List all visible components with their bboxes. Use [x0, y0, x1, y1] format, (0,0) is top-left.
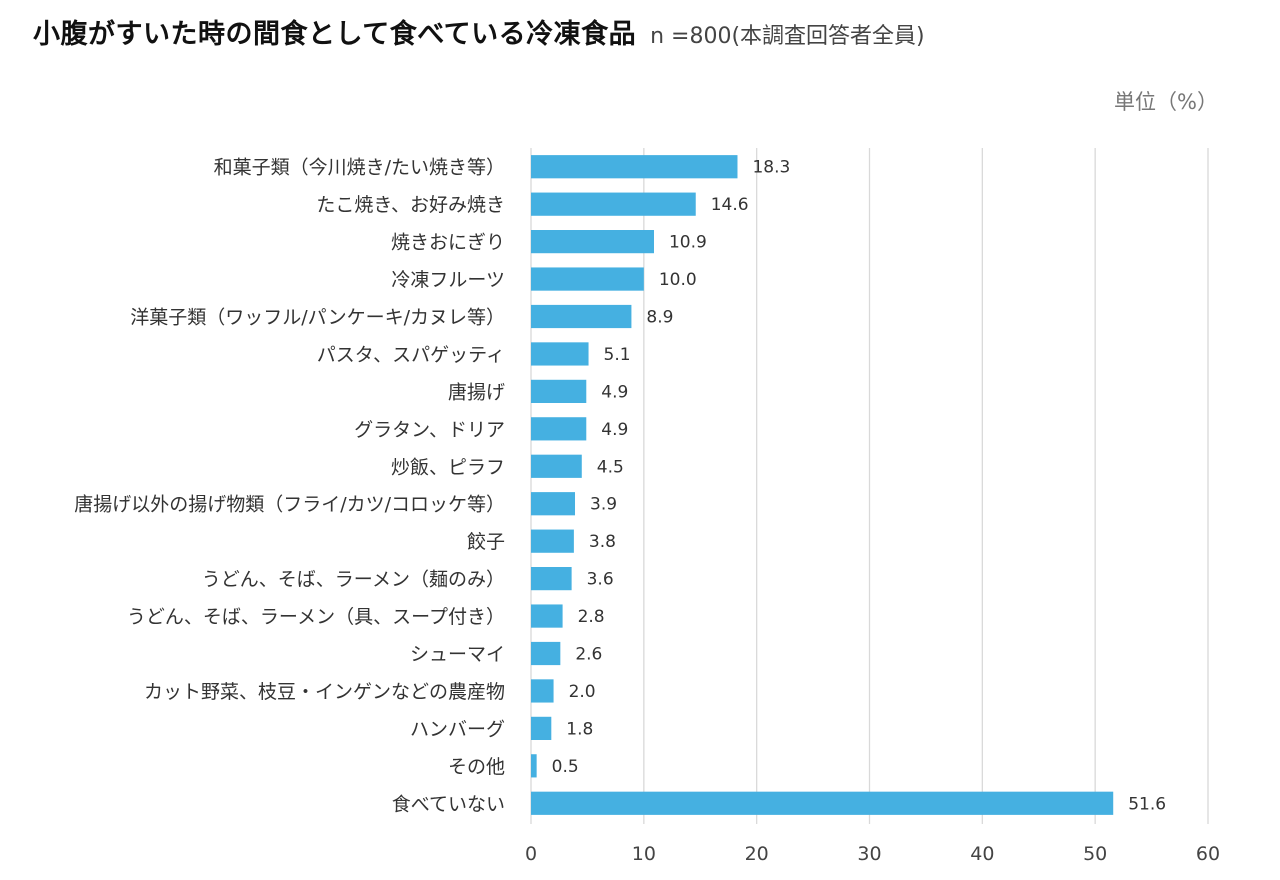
category-label: 餃子 [467, 531, 505, 553]
category-label: 焼きおにぎり [391, 232, 505, 254]
data-label: 2.0 [569, 682, 596, 702]
data-label: 10.0 [659, 270, 697, 290]
grid-lines [530, 148, 1209, 824]
bar [531, 454, 582, 478]
data-label: 3.9 [590, 495, 617, 515]
category-label: パスタ、スパゲッティ [317, 344, 505, 366]
data-label: 4.9 [601, 382, 628, 402]
data-label: 18.3 [752, 158, 790, 178]
category-label: たこ焼き、お好み焼き [316, 194, 505, 216]
data-label: 2.8 [578, 607, 605, 627]
bar [531, 529, 574, 553]
bar [531, 230, 654, 254]
chart-title-block: 小腹がすいた時の間食として食べている冷凍食品 n =800(本調査回答者全員) [33, 12, 925, 51]
category-label: その他 [448, 756, 505, 778]
x-axis-ticks: 0 10 20 30 40 50 60 [525, 843, 1220, 865]
bar [531, 492, 576, 516]
category-label: カット野菜、枝豆・インゲンなどの農産物 [144, 681, 505, 703]
x-tick-label: 10 [632, 843, 656, 865]
value-labels: 18.314.610.9 10.0 8.9 5.1 4.9 4.9 4.5 3.9 3.8 3.6… [552, 158, 1166, 815]
bar [531, 342, 589, 366]
bars [531, 155, 1114, 815]
bar [531, 716, 552, 740]
bar [531, 679, 554, 703]
bar [531, 267, 644, 291]
x-tick-label: 40 [970, 843, 994, 865]
bar [531, 567, 572, 591]
bar [531, 304, 632, 329]
data-label: 3.8 [589, 532, 616, 552]
data-label: 4.9 [601, 420, 628, 440]
bar [531, 155, 738, 179]
data-label: 14.6 [711, 195, 749, 215]
data-label: 4.5 [597, 457, 624, 477]
category-label: グラタン、ドリア [354, 419, 505, 441]
bar [531, 379, 587, 403]
category-label: 唐揚げ [448, 381, 505, 403]
bar [531, 791, 1114, 815]
category-label: 洋菓子類（ワッフル/パンケーキ/カヌレ等） [130, 307, 505, 329]
chart-title: 小腹がすいた時の間食として食べている冷凍食品 [33, 19, 637, 50]
category-label: 食べていない [392, 793, 505, 815]
category-label: うどん、そば、ラーメン（麺のみ） [202, 569, 505, 591]
bar [531, 641, 561, 666]
data-label: 51.6 [1128, 794, 1166, 814]
data-label: 5.1 [604, 345, 631, 365]
data-label: 3.6 [587, 570, 614, 590]
bar [531, 417, 587, 441]
data-label: 10.9 [669, 233, 707, 253]
data-label: 0.5 [552, 757, 579, 777]
x-tick-label: 0 [525, 843, 537, 865]
bar [531, 754, 537, 778]
data-label: 1.8 [566, 719, 593, 739]
category-label: 冷凍フルーツ [391, 269, 505, 291]
category-label: 唐揚げ以外の揚げ物類（フライ/カツ/コロッケ等） [74, 494, 505, 516]
chart-subtitle: n =800(本調査回答者全員) [650, 24, 925, 49]
x-tick-label: 20 [745, 843, 769, 865]
category-label: ハンバーグ [410, 718, 505, 740]
data-label: 2.6 [575, 645, 602, 665]
data-label: 8.9 [646, 308, 673, 328]
category-label: 和菓子類（今川焼き/たい焼き等） [214, 157, 505, 179]
x-tick-label: 50 [1083, 843, 1107, 865]
category-label: 炒飯、ピラフ [391, 456, 505, 478]
category-label: シューマイ [410, 644, 505, 666]
category-labels: 和菓子類（今川焼き/たい焼き等） たこ焼き、お好み焼き焼きおにぎり冷凍フルーツ洋菓… [74, 157, 505, 816]
bar [531, 604, 563, 628]
unit-label: 単位（%） [1114, 90, 1218, 114]
x-tick-label: 30 [857, 843, 881, 865]
category-label: うどん、そば、ラーメン（具、スープ付き） [127, 606, 505, 628]
x-tick-label: 60 [1196, 843, 1220, 865]
bar [531, 192, 696, 216]
